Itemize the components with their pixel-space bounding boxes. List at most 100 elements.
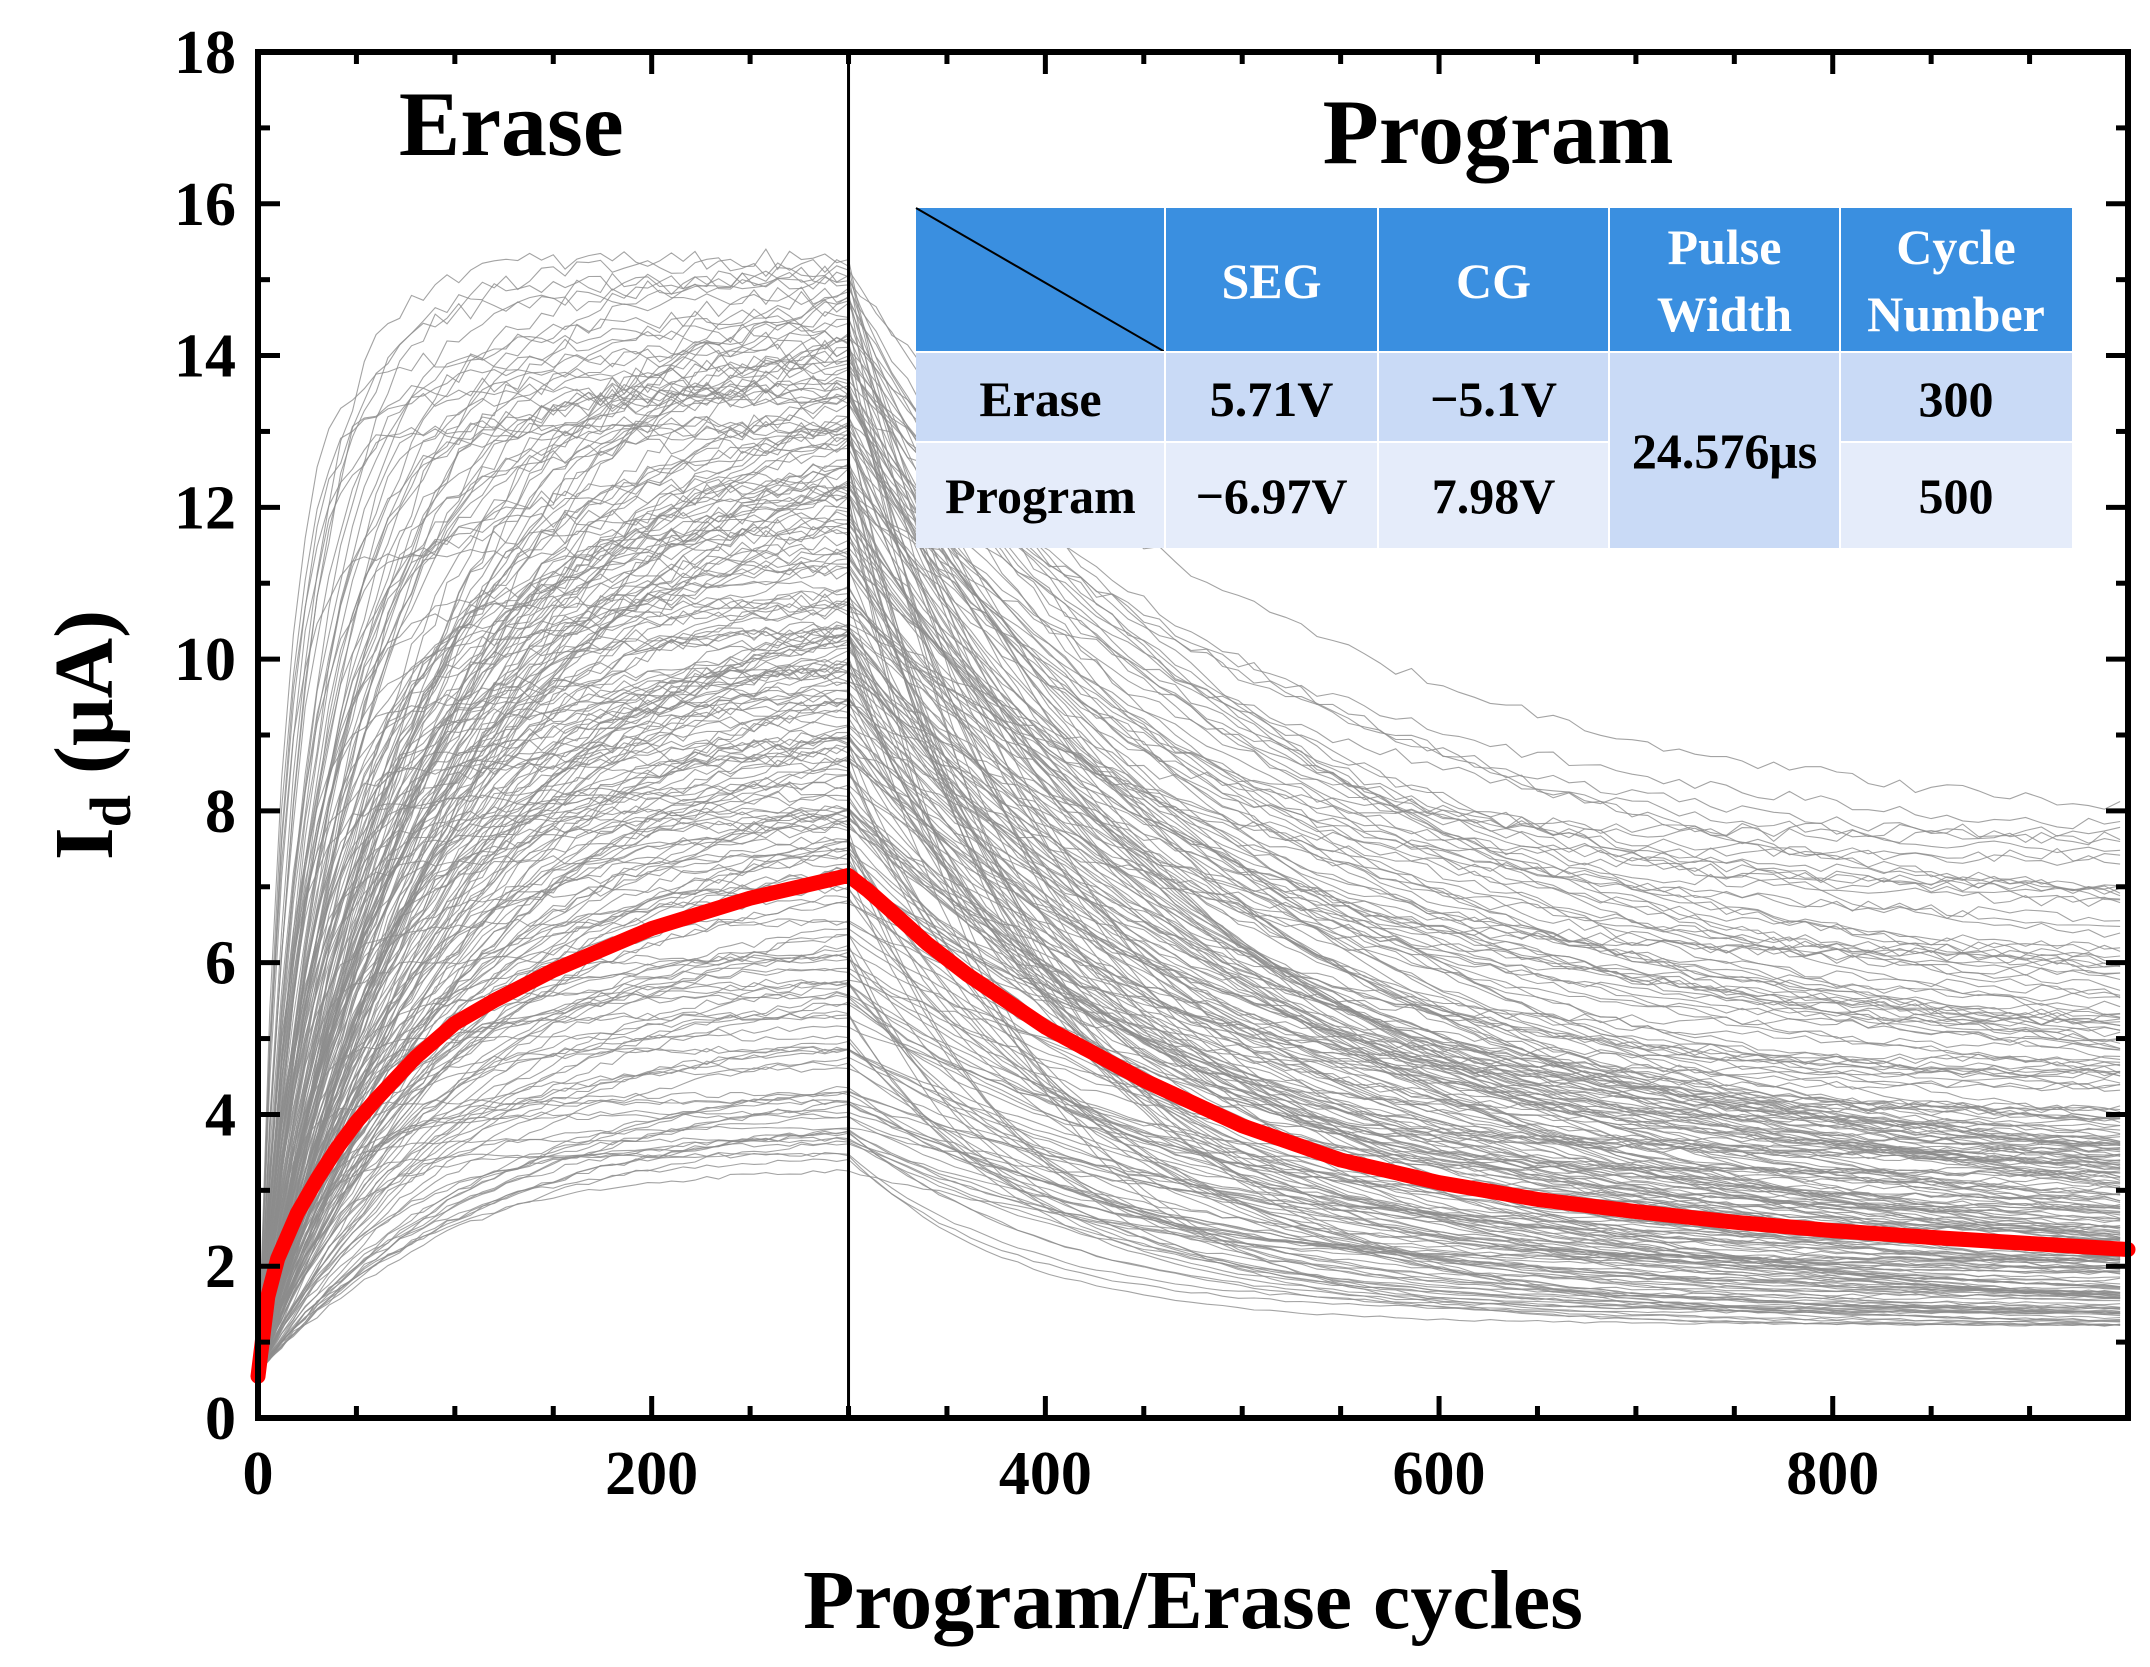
y-axis-title: Id (μA) [38,610,143,860]
y-axis-title-unit: (μA) [38,610,131,795]
device-trace [257,839,2121,1373]
device-trace [257,508,2121,1373]
y-axis-title-subscript: d [78,795,143,827]
device-trace [257,1025,2121,1373]
table-header-background [916,208,2072,352]
table-row-erase-seg: 5.71V [1210,371,1334,427]
device-trace [257,733,2121,1373]
device-trace [257,336,2121,1373]
device-trace [257,300,2121,1373]
x-tick-label: 400 [999,1440,1092,1508]
device-trace [257,415,2121,1373]
device-trace [257,307,2121,1373]
x-tick-label: 200 [605,1440,698,1508]
table-merged-cell-background [1609,352,1840,548]
device-trace [257,1132,2121,1373]
device-trace [257,588,2121,1373]
device-trace [257,604,2121,1373]
table-row-program-label: Program [945,468,1136,524]
device-trace [257,360,2121,1373]
device-trace [257,330,2121,1373]
device-trace [257,396,2121,1373]
device-trace [257,773,2121,1373]
y-tick-label: 6 [205,930,236,998]
device-trace [257,414,2121,1373]
y-tick-label: 12 [174,474,236,542]
table-header-cycle-number-line1: Cycle [1896,219,2015,275]
device-trace [257,286,2121,1373]
device-trace [257,675,2121,1373]
table-row-program-seg: −6.97V [1195,468,1347,524]
parameter-table: SEG CG Pulse Width Cycle Number Erase 5.… [915,207,2072,548]
device-trace [257,438,2121,1373]
device-trace [257,1158,2121,1373]
y-tick-label: 4 [205,1081,236,1149]
device-trace [257,1109,2121,1373]
device-trace [257,757,2121,1373]
device-trace [257,677,2121,1373]
device-trace [257,630,2121,1373]
device-trace [257,1103,2121,1373]
table-row-erase-cycles: 300 [1919,371,1994,427]
y-tick-label: 18 [174,19,236,87]
table-row-program-cycles: 500 [1919,468,1994,524]
device-trace [257,505,2121,1373]
table-row-erase-cg: −5.1V [1430,371,1557,427]
device-trace [257,349,2121,1373]
device-trace [257,587,2121,1373]
table-row-program-background [916,442,2072,548]
device-trace-group [257,248,2121,1373]
table-pulse-width-value: 24.576μs [1632,423,1817,479]
device-trace [257,668,2121,1373]
device-trace [257,880,2121,1373]
device-trace [257,315,2121,1373]
y-tick-label: 14 [174,323,236,391]
device-trace [257,295,2121,1373]
device-trace [257,626,2121,1373]
device-trace [257,353,2121,1373]
device-trace [257,866,2121,1373]
axis-ticks [255,49,2128,1421]
device-trace [257,1001,2121,1373]
device-trace [257,808,2121,1373]
device-trace [257,437,2121,1373]
table-header-seg: SEG [1221,253,1321,309]
device-trace [257,1152,2121,1373]
device-trace [257,665,2121,1373]
device-trace [257,420,2121,1373]
device-trace [257,738,2121,1373]
device-trace [257,768,2121,1373]
device-trace [257,548,2121,1373]
device-trace [257,492,2121,1373]
table-corner-diagonal [915,207,1166,353]
x-tick-label: 0 [243,1440,274,1508]
device-trace [257,248,2121,1373]
device-trace [257,359,2121,1373]
device-trace [257,750,2121,1373]
device-trace [257,602,2121,1373]
device-trace [257,374,2121,1373]
device-trace [257,518,2121,1373]
device-trace [257,428,2121,1373]
table-header-cg: CG [1456,253,1531,309]
device-trace [257,287,2121,1373]
device-trace [257,386,2121,1373]
device-trace [257,558,2121,1373]
device-trace [257,599,2121,1373]
mean-curve [250,867,2136,1384]
device-trace [257,1045,2121,1373]
axis-tick-labels: 0 200 400 600 800 0 2 4 6 8 10 12 14 16 18 [174,19,1879,1508]
device-trace [257,525,2121,1373]
device-trace [257,346,2121,1373]
device-trace [257,713,2121,1373]
device-trace [257,984,2121,1373]
region-label-erase: Erase [399,73,624,175]
y-tick-label: 0 [205,1385,236,1453]
device-trace [257,487,2121,1373]
y-tick-label: 2 [205,1233,236,1301]
device-trace [257,661,2121,1373]
device-trace [257,1099,2121,1373]
device-trace [257,981,2121,1373]
